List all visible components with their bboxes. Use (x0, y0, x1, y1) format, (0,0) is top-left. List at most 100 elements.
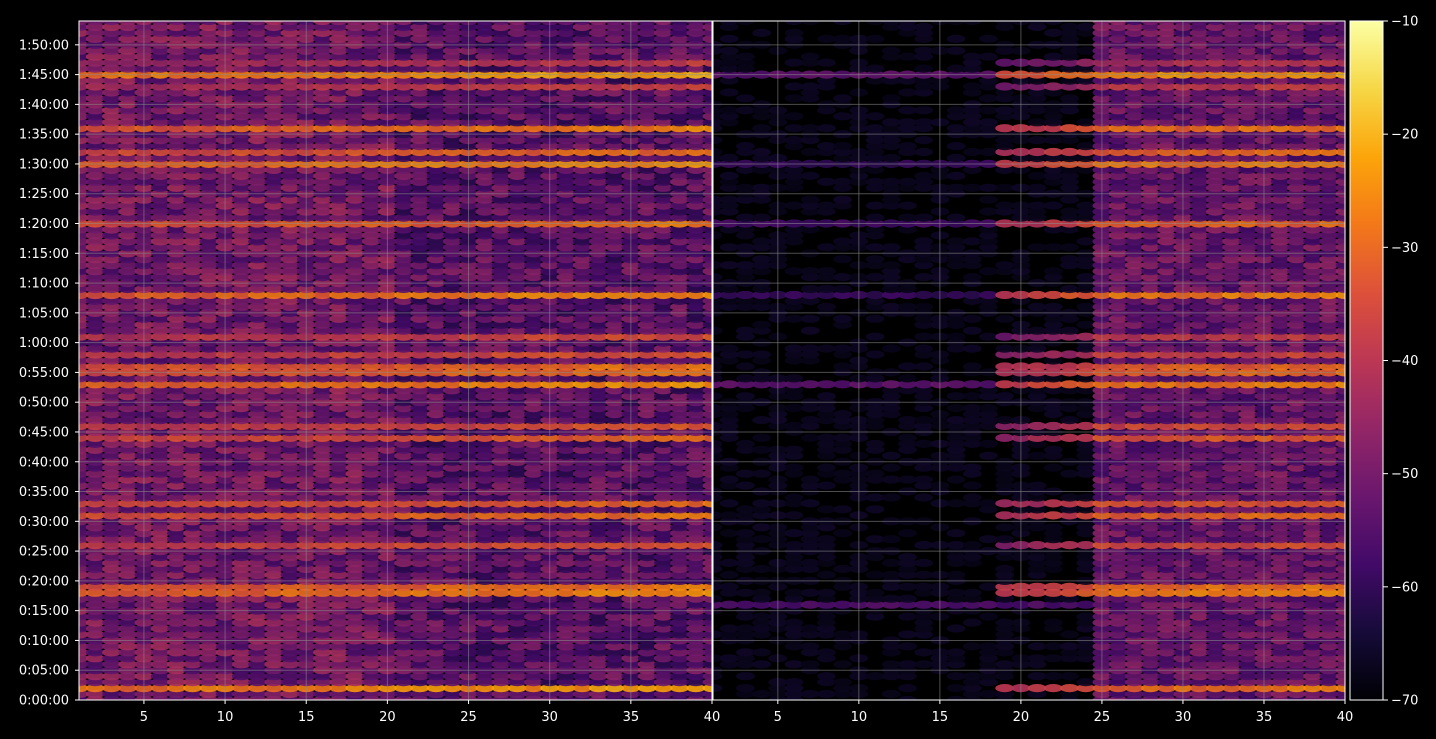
heatmap-cell (85, 421, 105, 431)
heatmap-cell (556, 678, 576, 687)
heatmap-cell (313, 439, 332, 448)
heatmap-cell (507, 600, 527, 609)
heatmap-cell (426, 445, 446, 454)
heatmap-cell (329, 469, 349, 478)
heatmap-cell (280, 612, 300, 621)
heatmap-cell (150, 475, 170, 484)
heatmap-cell (248, 558, 267, 568)
heatmap-cell (653, 463, 673, 472)
heatmap-cell (653, 558, 673, 568)
heatmap-cell (264, 624, 284, 633)
heatmap-cell (102, 433, 121, 442)
heatmap-cell (410, 582, 430, 591)
heatmap-cell (410, 660, 430, 669)
heatmap-cell (102, 505, 121, 514)
heatmap-cell (475, 612, 495, 621)
heatmap-cell (264, 582, 284, 591)
heatmap-cell (670, 564, 689, 574)
heatmap-cell (475, 618, 495, 627)
heatmap-cell (264, 475, 284, 484)
heatmap-cell (150, 564, 170, 574)
heatmap-cell (345, 529, 365, 538)
heatmap-cell (653, 678, 673, 687)
heatmap-cell (361, 570, 381, 580)
heatmap-cell (426, 654, 446, 663)
heatmap-cell (686, 588, 706, 597)
heatmap-cell (361, 505, 381, 514)
heatmap-cell (329, 475, 349, 484)
heatmap-cell (426, 475, 446, 484)
heatmap-cell (410, 612, 430, 621)
heatmap-cell (199, 433, 219, 442)
heatmap-cell (167, 469, 186, 478)
heatmap-cell (231, 624, 251, 633)
heatmap-cell (85, 618, 105, 627)
heatmap-cell (329, 618, 349, 627)
heatmap-cell (524, 558, 543, 568)
heatmap-cell (167, 570, 186, 580)
heatmap-cell (248, 463, 267, 472)
heatmap-cell (118, 529, 138, 538)
heatmap-cell (102, 642, 121, 651)
heatmap-cell (686, 416, 706, 425)
heatmap-cell (605, 416, 624, 425)
heatmap-cell (670, 505, 689, 514)
heatmap-cell (280, 463, 300, 472)
heatmap-cell (264, 416, 284, 425)
heatmap-cell (670, 410, 689, 419)
heatmap-cell (264, 564, 284, 574)
heatmap-cell (410, 570, 430, 580)
heatmap-cell (507, 469, 527, 478)
heatmap-cell (167, 421, 186, 431)
heatmap-cell (491, 564, 511, 574)
heatmap-cell (524, 660, 543, 669)
heatmap-cell (572, 416, 592, 425)
heatmap-cell (118, 416, 138, 425)
heatmap-cell (589, 410, 608, 419)
heatmap-cell (442, 558, 462, 568)
heatmap-cell (556, 535, 576, 544)
heatmap-cell (329, 648, 349, 657)
heatmap-cell (475, 523, 495, 532)
heatmap-cell (491, 463, 511, 472)
heatmap-cell (556, 416, 576, 425)
heatmap-cell (102, 523, 121, 532)
heatmap-cell (150, 648, 170, 657)
heatmap-cell (231, 588, 251, 597)
heatmap-cell (589, 570, 608, 580)
heatmap-cell (736, 648, 755, 657)
heatmap-cell (313, 392, 332, 401)
heatmap-cell (426, 499, 446, 508)
heatmap-cell (280, 594, 300, 603)
heatmap-cell (199, 689, 219, 699)
heatmap-cell (507, 493, 527, 502)
heatmap-cell (507, 541, 527, 550)
heatmap-cell (345, 511, 365, 520)
heatmap-cell (605, 654, 624, 663)
heatmap-cell (361, 582, 381, 591)
heatmap-cell (102, 678, 121, 687)
heatmap-cell (199, 654, 219, 663)
heatmap-cell (361, 392, 381, 401)
heatmap-cell (264, 463, 284, 472)
heatmap-cell (410, 410, 430, 419)
heatmap-cell (280, 582, 300, 591)
heatmap-cell (686, 404, 706, 413)
heatmap-cell (653, 421, 673, 431)
heatmap-cell (329, 523, 349, 532)
heatmap-cell (442, 529, 462, 538)
heatmap-cell (589, 475, 608, 484)
heatmap-cell (524, 541, 543, 550)
heatmap-cell (426, 469, 446, 478)
heatmap-cell (329, 564, 349, 574)
heatmap-cell (199, 481, 219, 490)
heatmap-cell (653, 439, 673, 448)
heatmap-cell (231, 654, 251, 663)
heatmap-cell (556, 553, 576, 562)
heatmap-cell (394, 475, 413, 484)
heatmap-cell (183, 672, 203, 681)
heatmap-cell (572, 582, 592, 591)
heatmap-cell (524, 618, 543, 627)
heatmap-cell (1060, 630, 1079, 639)
heatmap-cell (85, 600, 105, 609)
